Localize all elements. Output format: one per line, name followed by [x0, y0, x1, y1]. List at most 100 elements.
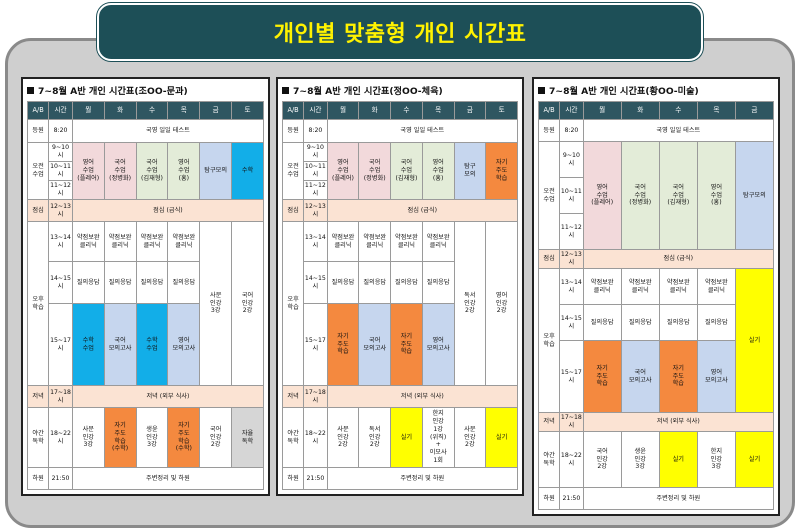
schedule-cell: 하원: [26, 467, 50, 490]
schedule-cell: 탐구모의: [199, 142, 233, 200]
schedule-cell: 점심: [537, 249, 561, 269]
table-row: 15~17시 수학 수업 국어 모의고사 수학 수업 영어 모의고사: [28, 303, 264, 386]
schedule-cell: 약점보완 클리닉: [135, 221, 169, 262]
column-header: 금: [199, 101, 233, 120]
schedule-cell: 저녁 (외부 식사): [582, 412, 775, 432]
schedule-cell: 약점보완 클리닉: [582, 268, 622, 305]
column-header: 화: [358, 101, 392, 120]
schedule-cell: 국어 모의고사: [103, 303, 137, 386]
schedule-cell: 영어 모의고사: [421, 303, 455, 386]
schedule-cell: 11~12시: [559, 213, 584, 250]
schedule-cell: 약점보완 클리닉: [103, 221, 137, 262]
schedule-cell: 자율 독학: [231, 407, 264, 468]
schedule-cell: 국어 수업 (김재형): [658, 141, 698, 250]
schedule-cell: 수학 수업: [71, 303, 105, 386]
table-row: 11~12시: [283, 180, 518, 200]
panel-title: 7~8월 A반 개인 시간표(황OO-미술): [538, 83, 774, 101]
table-row: 15~17시 자기 주도 학습 국어 모의고사 자기 주도 학습 영어 모의고사: [283, 303, 518, 386]
column-header: 토: [485, 101, 518, 120]
schedule-cell: 탐구모의: [734, 141, 775, 250]
table-row: 하원 21:50 주변정리 및 하원: [537, 487, 775, 510]
schedule-cell: 수학: [231, 142, 264, 200]
table-row: 14~15시 질의응답 질의응답 질의응답 질의응답: [28, 261, 264, 304]
panel-title-text: 7~8월 A반 개인 시간표(정OO-체육): [293, 86, 443, 97]
timetable: A/B 시간 월 화 수 목 금 등원 8:20 국영 일일 테스트 오전 수업 9~10시 영어 수업…: [537, 101, 775, 510]
table-row: 오후 학습 13~14시 약점보완 클리닉 약점보완 클리닉 약점보완 클리닉 약점보완 …: [26, 221, 264, 386]
schedule-cell: 영어 수업 (홍): [167, 142, 201, 200]
schedule-cell: 사문 인강 2강: [326, 407, 360, 468]
table-row: 등원 8:20 국영 일일 테스트: [537, 119, 775, 142]
schedule-cell: 14~15시: [303, 261, 328, 304]
schedule-cell: 하원: [537, 487, 561, 510]
panel-title: 7~8월 A반 개인 시간표(정OO-체육): [282, 83, 518, 101]
schedule-cell: 약점보완 클리닉: [696, 268, 736, 305]
schedule-cell: 국어 수업 (정병화): [620, 141, 660, 250]
schedule-cell: 17~18시: [303, 385, 328, 408]
column-header: 목: [696, 101, 736, 120]
schedule-cell: 오전 수업: [26, 142, 50, 200]
schedule-cell: 저녁 (외부 식사): [71, 385, 265, 408]
schedule-cell: 8:20: [559, 119, 584, 142]
schedule-cell: 점심: [26, 199, 50, 222]
table-row: 야간 독학 18~22시 사문 인강 3강 자기 주도 학습 (수학) 생윤 인강 3강…: [26, 407, 264, 468]
schedule-cell: 야간 독학: [537, 431, 561, 488]
schedule-cell: 18~22시: [48, 407, 73, 468]
title-banner: 개인별 맞춤형 개인 시간표: [97, 3, 703, 61]
column-header: 시간: [303, 101, 328, 120]
schedule-cell: 실기: [658, 431, 698, 488]
timetable-panel-art: 7~8월 A반 개인 시간표(황OO-미술) A/B 시간 월 화 수 목 금 등원 8:20 국…: [532, 77, 780, 516]
table-row: 점심 12~13시 점심 (급식): [281, 199, 519, 222]
schedule-cell: 탐구 모의: [453, 142, 487, 200]
timetable-panel-literature: 7~8월 A반 개인 시간표(조OO-문과) A/B 시간 월 화 수 목 금 토 등원 8:20…: [21, 77, 270, 496]
schedule-cell: 독서 인강 2강: [453, 221, 487, 386]
schedule-cell: 자기 주도 학습 (수학): [167, 407, 201, 468]
schedule-cell: 15~17시: [303, 303, 328, 386]
schedule-cell: 질의응답: [582, 304, 622, 341]
schedule-cell: 질의응답: [696, 304, 736, 341]
header-row: A/B 시간 월 화 수 목 금: [537, 101, 775, 120]
table-row: 등원 8:20 국영 일일 테스트: [26, 119, 265, 143]
schedule-cell: 자기 주도 학습: [582, 340, 622, 413]
schedule-cell: 질의응답: [390, 261, 423, 304]
schedule-cell: 21:50: [559, 487, 584, 510]
table-row: 오전 수업 9~10시 영어 수업 (플레어) 국어 수업 (정병화) 국어 수업 (김…: [537, 141, 775, 250]
schedule-cell: 영어 수업 (홍): [696, 141, 736, 250]
schedule-cell: 등원: [26, 119, 50, 143]
schedule-cell: 실기: [734, 268, 775, 413]
schedule-cell: 영어 모의고사: [696, 340, 736, 413]
schedule-cell: 21:50: [303, 467, 328, 490]
schedule-cell: 국어 모의고사: [620, 340, 660, 413]
column-header: 목: [167, 101, 201, 120]
column-header: A/B: [537, 101, 561, 120]
table-row: 야간 독학 18~22시 사문 인강 2강 독서 인강 2강 실기 한지 인강 1강 (위…: [281, 407, 518, 468]
schedule-cell: 수학 수업: [135, 303, 169, 386]
schedule-cell: 국영 일일 테스트: [71, 119, 265, 143]
schedule-cell: 질의응답: [358, 261, 392, 304]
schedule-cell: 사문 인강 3강: [199, 221, 233, 386]
column-header: 화: [103, 101, 137, 120]
schedule-cell: 8:20: [48, 119, 73, 143]
column-header: 월: [326, 101, 360, 120]
table-row: 등원 8:20 국영 일일 테스트: [281, 119, 519, 143]
schedule-cell: 약점보완 클리닉: [71, 221, 105, 262]
schedule-cell: 약점보완 클리닉: [620, 268, 660, 305]
schedule-cell: 11~12시: [48, 180, 73, 200]
schedule-cell: 영어 수업 (플레어): [582, 141, 622, 250]
schedule-cell: 한지 인강 3강: [696, 431, 736, 488]
column-header: 수: [135, 101, 169, 120]
schedule-cell: 자기 주도 학습: [326, 303, 360, 386]
schedule-cell: 약점보완 클리닉: [658, 268, 698, 305]
header-row: A/B 시간 월 화 수 목 금 토: [26, 101, 264, 120]
schedule-cell: 자기 주도 학습: [390, 303, 423, 386]
schedule-cell: 질의응답: [167, 261, 201, 304]
schedule-cell: 10~11시: [48, 161, 73, 181]
schedule-cell: 약점보완 클리닉: [167, 221, 201, 262]
schedule-cell: 17~18시: [559, 412, 584, 432]
table-row: 오후 학습 13~14시 약점보완 클리닉 약점보완 클리닉 약점보완 클리닉 약점보완 …: [281, 221, 518, 386]
table-row: 오전 수업 9~10시 영어 수업 (플레어) 국어 수업 (정병화) 국어 수업 (김…: [26, 142, 264, 200]
schedule-cell: 질의응답: [103, 261, 137, 304]
schedule-cell: 생윤 인강 3강: [620, 431, 660, 488]
table-row: 오후 학습 13~14시 약점보완 클리닉 약점보완 클리닉 약점보완 클리닉 약점보완 …: [537, 268, 775, 413]
schedule-cell: 등원: [281, 119, 305, 143]
table-row: 10~11시: [539, 177, 774, 214]
